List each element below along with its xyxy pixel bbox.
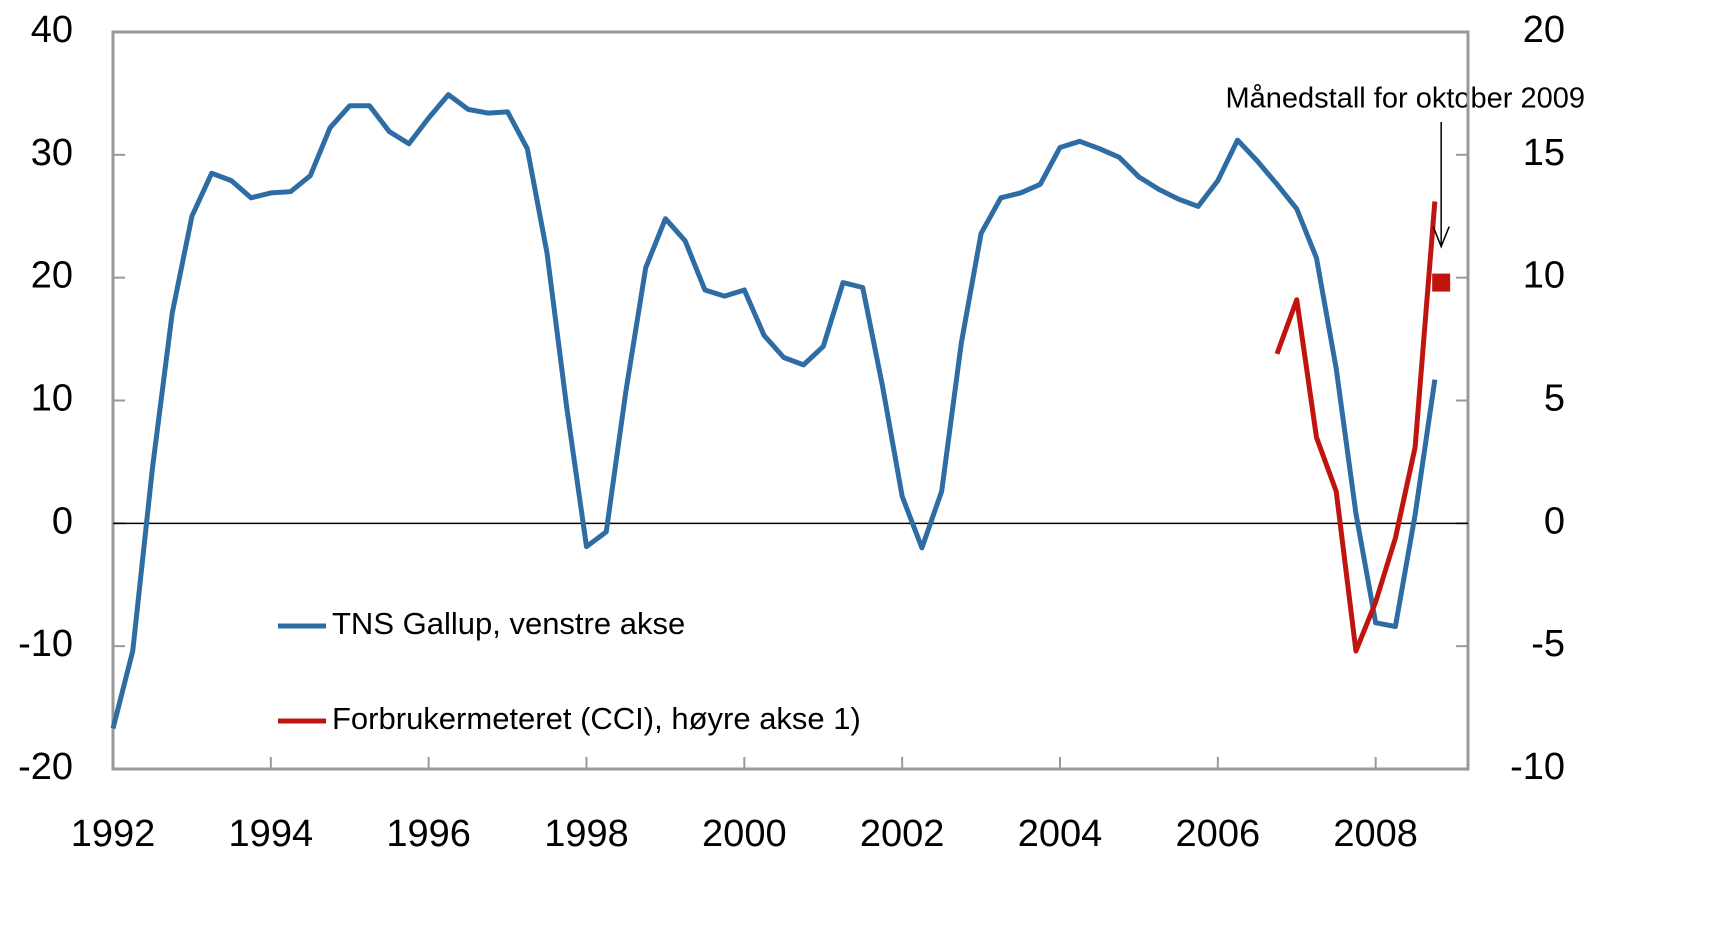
y-tick-label: 20 [31, 255, 73, 297]
annotation-arrowhead [1432, 226, 1450, 249]
y2-tick-label: 0 [1544, 500, 1565, 542]
y2-tick-label: 20 [1523, 9, 1565, 51]
y2-tick-label: 15 [1523, 132, 1565, 174]
y2-tick-label: -5 [1531, 623, 1565, 665]
y-tick-label: 40 [31, 9, 73, 51]
x-tick-label: 2006 [1176, 813, 1261, 855]
y-tick-label: 10 [31, 378, 73, 420]
plot-frame [111, 30, 1470, 771]
y-tick-label: 30 [31, 132, 73, 174]
annotation-marker [1432, 273, 1451, 292]
y-tick-label: -20 [18, 746, 73, 788]
x-tick-label: 1992 [71, 813, 156, 855]
annotation-text: Månedstall for oktober 2009 [1226, 83, 1586, 115]
y2-tick-label: 5 [1544, 378, 1565, 420]
x-tick-label: 1994 [229, 813, 314, 855]
y2-tick-label: 10 [1523, 255, 1565, 297]
y-tick-label: 0 [52, 500, 73, 542]
x-tick-label: 1996 [386, 813, 471, 855]
x-tick-label: 2000 [702, 813, 787, 855]
legend-label: TNS Gallup, venstre akse [332, 606, 685, 641]
y-tick-label: -10 [18, 623, 73, 665]
x-tick-label: 2004 [1018, 813, 1103, 855]
series-line [110, 92, 1438, 730]
series-line [1274, 201, 1438, 654]
x-tick-label: 2008 [1333, 813, 1418, 855]
y2-tick-label: -10 [1510, 746, 1565, 788]
x-tick-label: 1998 [544, 813, 629, 855]
x-tick-label: 2002 [860, 813, 945, 855]
legend-label: Forbrukermeteret (CCI), høyre akse 1) [332, 701, 861, 736]
